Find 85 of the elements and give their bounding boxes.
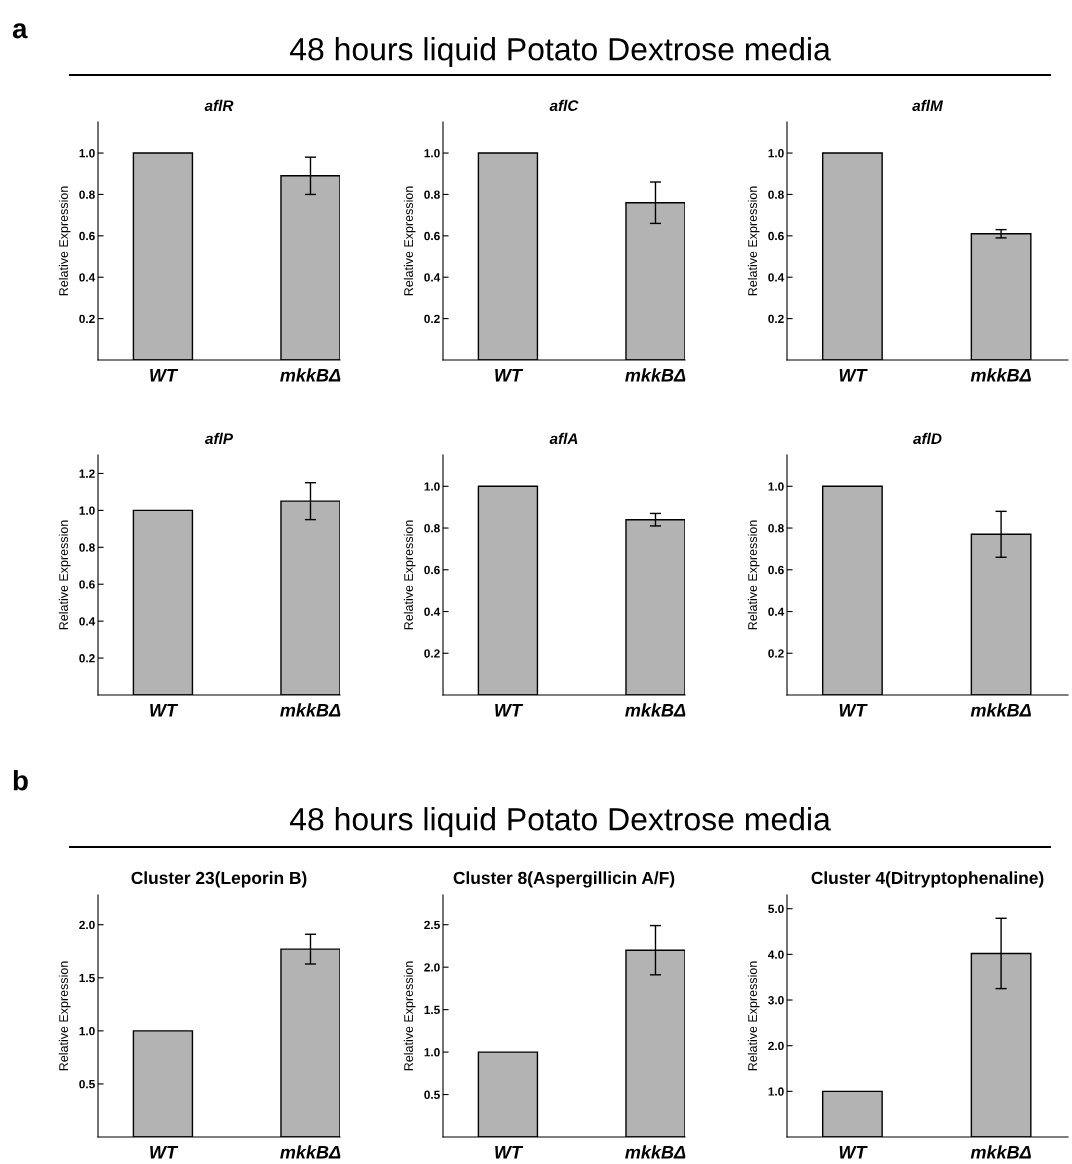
- y-axis-title: Relative Expression: [747, 961, 760, 1071]
- y-tick-label: 1.0: [79, 1026, 95, 1036]
- chart-title: aflC: [549, 99, 579, 112]
- chart-title: aflM: [912, 99, 944, 112]
- y-tick-label: 0.8: [768, 524, 784, 533]
- y-tick-label: 0.6: [79, 231, 95, 241]
- y-tick-label: 0.2: [79, 314, 95, 323]
- y-tick-label: 0.6: [768, 565, 784, 575]
- x-tick-label: WT: [839, 1146, 868, 1159]
- y-axis-title: Relative Expression: [403, 186, 416, 296]
- x-tick-label: mkkBΔ: [970, 703, 1031, 717]
- x-tick-label: mkkBΔ: [625, 703, 686, 717]
- y-tick-label: 1.0: [768, 149, 784, 158]
- y-tick-label: 4.0: [767, 950, 784, 959]
- x-tick-label: WT: [495, 704, 524, 717]
- y-tick-label: 1.0: [424, 149, 440, 158]
- y-tick-label: 0.8: [768, 190, 784, 199]
- y-tick-label: 0.8: [79, 190, 95, 199]
- x-tick-label: mkkBΔ: [625, 1145, 686, 1159]
- y-tick-label: 0.8: [424, 524, 440, 533]
- y-tick-label: 1.2: [79, 469, 95, 478]
- x-tick-label: mkkBΔ: [280, 1145, 341, 1159]
- y-tick-label: 0.6: [768, 231, 784, 241]
- chart-title: aflR: [204, 99, 234, 112]
- x-tick-label: WT: [150, 1146, 179, 1159]
- y-tick-label: 0.8: [424, 190, 440, 199]
- y-tick-label: 1.0: [768, 1087, 784, 1096]
- y-axis-title: Relative Expression: [747, 520, 760, 630]
- x-tick-label: WT: [495, 369, 524, 382]
- y-tick-label: 1.0: [768, 482, 784, 491]
- y-tick-label: 1.5: [424, 1005, 440, 1015]
- x-tick-label: mkkBΔ: [280, 368, 341, 382]
- chart-title: aflD: [913, 432, 942, 445]
- y-axis-title: Relative Expression: [403, 961, 416, 1071]
- y-tick-label: 0.5: [424, 1090, 440, 1099]
- y-tick-label: 0.5: [79, 1079, 95, 1089]
- chart-title: aflP: [205, 432, 234, 445]
- text: 48 hours liquid Potato Dextrose media: [289, 807, 831, 837]
- y-tick-label: 3.0: [768, 996, 784, 1005]
- y-tick-label: 1.5: [79, 973, 95, 983]
- y-tick-label: 0.6: [424, 565, 440, 575]
- y-tick-label: 2.0: [768, 1041, 784, 1051]
- y-tick-label: 0.4: [424, 273, 441, 282]
- y-tick-label: 5.0: [768, 904, 784, 914]
- x-tick-label: mkkBΔ: [970, 1145, 1031, 1159]
- y-tick-label: 0.2: [768, 314, 784, 323]
- y-tick-label: 0.8: [79, 543, 95, 552]
- y-tick-label: 0.4: [768, 607, 785, 616]
- x-tick-label: mkkBΔ: [280, 703, 341, 717]
- chart-title: Cluster 4(Ditryptophenaline): [811, 871, 1044, 888]
- y-axis-title: Relative Expression: [58, 520, 71, 630]
- y-tick-label: 0.2: [424, 649, 440, 658]
- y-tick-label: 1.0: [424, 1048, 440, 1057]
- text: 48 hours liquid Potato Dextrose media: [289, 37, 831, 67]
- x-tick-label: WT: [839, 369, 868, 382]
- x-tick-label: mkkBΔ: [625, 368, 686, 382]
- y-tick-label: 0.2: [79, 654, 95, 663]
- y-axis-title: Relative Expression: [58, 186, 71, 296]
- y-tick-label: 2.0: [79, 920, 95, 930]
- x-tick-label: WT: [150, 369, 179, 382]
- y-tick-label: 0.4: [79, 273, 96, 282]
- y-tick-label: 0.4: [79, 617, 96, 626]
- y-tick-label: 0.6: [79, 580, 95, 589]
- y-axis-title: Relative Expression: [58, 961, 71, 1071]
- x-tick-label: WT: [839, 704, 868, 717]
- y-tick-label: 0.6: [424, 231, 440, 241]
- x-tick-label: WT: [495, 1146, 524, 1159]
- chart-title: Cluster 23(Leporin B): [131, 871, 307, 888]
- text: b: [13, 770, 28, 791]
- y-tick-label: 2.5: [424, 920, 440, 930]
- y-tick-label: 2.0: [424, 963, 440, 972]
- x-tick-label: mkkBΔ: [970, 368, 1031, 382]
- y-axis-title: Relative Expression: [747, 186, 760, 296]
- y-tick-label: 1.0: [424, 482, 440, 491]
- y-tick-label: 0.2: [424, 314, 440, 323]
- x-tick-label: WT: [150, 704, 179, 717]
- chart-title: Cluster 8(Aspergillicin A/F): [453, 871, 675, 888]
- y-tick-label: 0.4: [768, 273, 785, 282]
- y-axis-title: Relative Expression: [403, 520, 416, 630]
- y-tick-label: 1.0: [79, 149, 95, 158]
- y-tick-label: 0.2: [768, 649, 784, 658]
- y-tick-label: 1.0: [79, 506, 95, 515]
- y-tick-label: 0.4: [424, 607, 441, 616]
- chart-title: aflA: [549, 432, 578, 445]
- text: a: [12, 23, 28, 39]
